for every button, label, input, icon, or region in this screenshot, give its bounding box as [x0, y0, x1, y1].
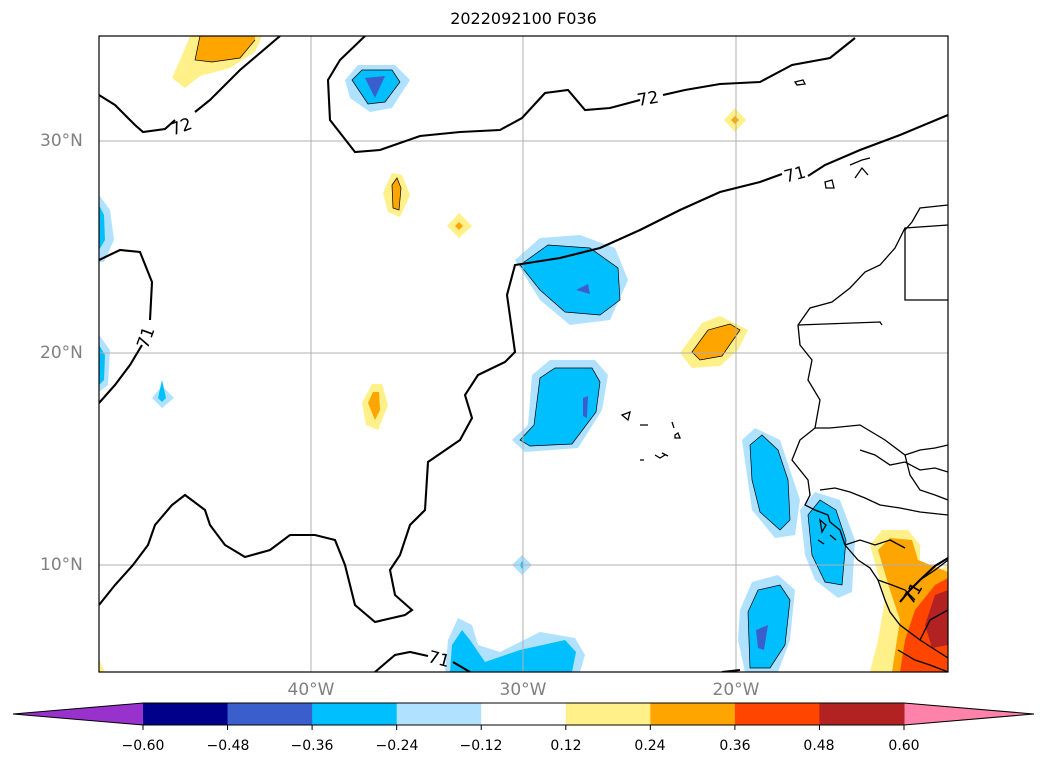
- contour-label: 71: [782, 163, 808, 188]
- coastlines: [620, 79, 948, 672]
- colorbar-segment: [481, 703, 567, 725]
- colorbar-tick-label: −0.36: [290, 738, 334, 754]
- colorbar-extend-high: [904, 703, 1034, 725]
- colorbar-segment: [819, 703, 905, 725]
- colorbar-tick-label: 0.24: [634, 738, 666, 754]
- contour-label: 72: [636, 88, 661, 111]
- lon-label: 30°W: [499, 680, 547, 700]
- colorbar-tick-label: 0.12: [550, 738, 582, 754]
- colorbar-tick-label: 0.36: [719, 738, 751, 754]
- colorbar-segment: [734, 703, 820, 725]
- colorbar-tick-label: −0.24: [375, 738, 419, 754]
- colorbar-tick-label: 0.48: [803, 738, 835, 754]
- colorbar-segment: [396, 703, 482, 725]
- contour-label: 71: [133, 324, 159, 351]
- lat-label: 30°N: [40, 131, 83, 151]
- colorbar-tick-label: −0.60: [121, 738, 165, 754]
- colorbar-tick-label: −0.48: [206, 738, 250, 754]
- lon-label: 20°W: [712, 680, 760, 700]
- colorbar-segment: [143, 703, 229, 725]
- colorbar-segment: [565, 703, 651, 725]
- colorbar-segment: [650, 703, 736, 725]
- colorbar-tick-label: −0.12: [459, 738, 503, 754]
- contour-labels: 72 72 71 71 71 71: [133, 88, 927, 673]
- lon-label: 40°W: [287, 680, 335, 700]
- colorbar-extend-low: [13, 703, 143, 725]
- fill-outlines: [194, 36, 847, 669]
- height-contours: [99, 36, 948, 672]
- map-title: 2022092100 F036: [450, 9, 597, 28]
- colorbar: [12, 702, 1035, 730]
- lat-label: 10°N: [40, 555, 83, 575]
- map-frame: [98, 35, 949, 673]
- colorbar-segment: [312, 703, 398, 725]
- colorbar-tick-label: 0.60: [888, 738, 920, 754]
- contour-label: 72: [168, 114, 195, 140]
- lat-label: 20°N: [40, 343, 83, 363]
- colorbar-segment: [227, 703, 313, 725]
